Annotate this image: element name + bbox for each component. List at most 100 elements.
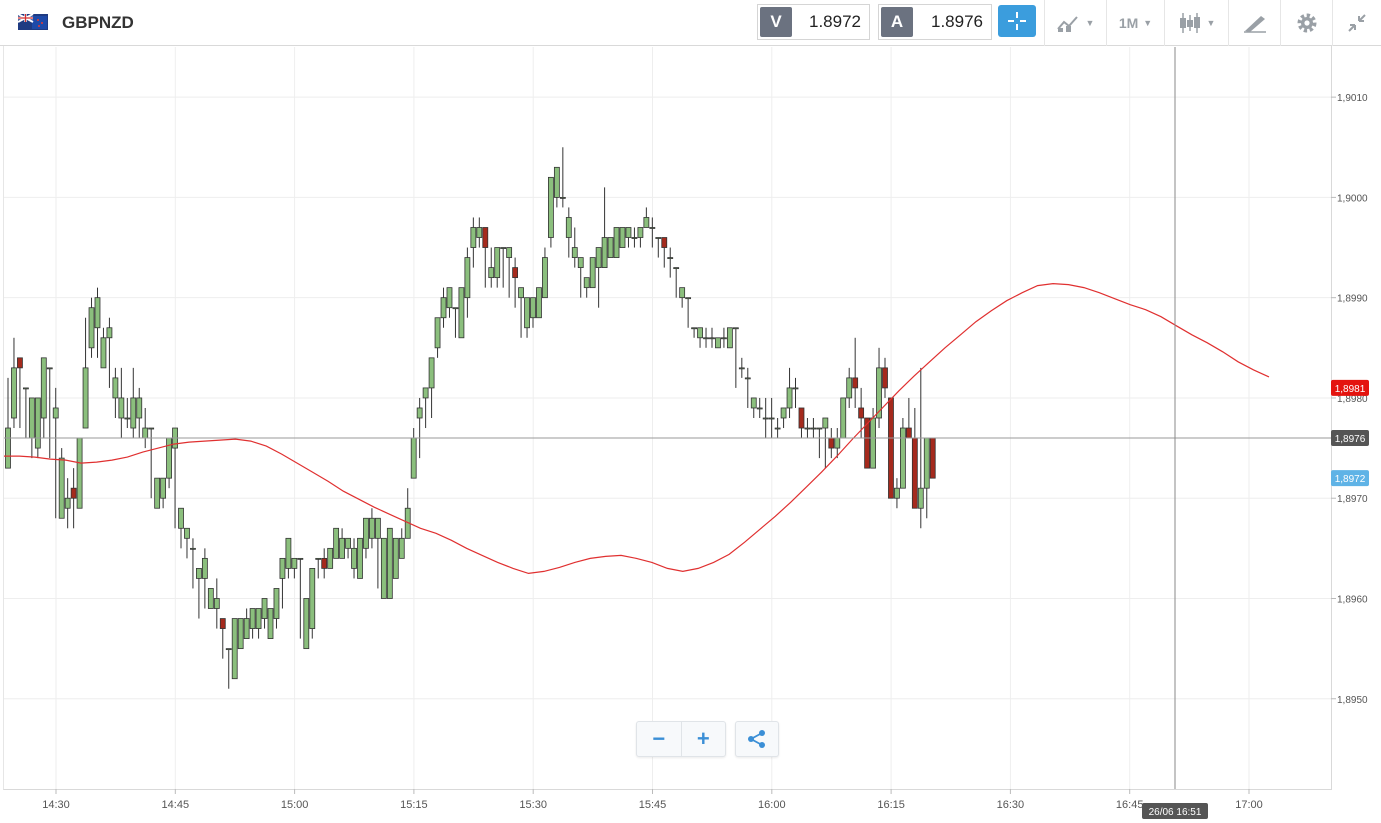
timeframe-button[interactable]: 1M ▼ — [1106, 0, 1164, 46]
candle-up — [595, 247, 602, 268]
candle-up — [327, 547, 334, 569]
candle-down — [798, 407, 805, 429]
moving-average-line — [4, 282, 1270, 575]
candle-up — [291, 557, 298, 569]
candle-down — [661, 237, 668, 248]
candle-up — [721, 337, 727, 340]
candle-up — [583, 277, 590, 289]
candle-up — [166, 437, 172, 479]
candle-up — [589, 257, 596, 289]
candle-up — [249, 608, 256, 629]
candle-up — [637, 227, 644, 238]
candle-up — [273, 588, 280, 619]
candle-up — [804, 427, 811, 430]
candle-up — [357, 537, 363, 579]
bid-price-tag — [1331, 470, 1369, 487]
candle-up — [691, 327, 697, 330]
candle-up — [744, 377, 751, 380]
sell-quote[interactable]: V 1.8972 — [757, 4, 870, 40]
candle-down — [905, 427, 912, 439]
chevron-down-icon: ▼ — [1085, 18, 1095, 28]
candle-up — [231, 618, 238, 680]
candle-up — [380, 537, 387, 599]
candle-up — [643, 217, 650, 228]
chevron-down-icon: ▼ — [1143, 18, 1153, 28]
candle-up — [631, 237, 638, 239]
candle-up — [709, 337, 715, 340]
candle-up — [762, 417, 769, 420]
candle-up — [76, 437, 83, 509]
candle-up — [792, 387, 799, 390]
candle-up — [494, 247, 501, 279]
candle-down — [929, 437, 936, 479]
candle-up — [756, 407, 763, 410]
x-tick-label: 14:30 — [42, 799, 70, 811]
candle-up — [309, 568, 316, 629]
collapse-button[interactable] — [1332, 0, 1381, 46]
candle-up — [112, 377, 119, 399]
candle-up — [548, 176, 554, 238]
candle-up — [184, 527, 190, 539]
candle-up — [34, 397, 41, 449]
zoom-out-button[interactable]: − — [652, 726, 666, 751]
buy-price: 1.8976 — [931, 12, 983, 31]
candle-up — [703, 337, 709, 340]
candle-up — [52, 407, 59, 419]
candle-down — [911, 437, 918, 509]
candle-up — [100, 337, 107, 369]
candle-up — [279, 557, 286, 579]
candle-up — [876, 367, 882, 419]
y-tick-label: 1,8950 — [1337, 695, 1368, 706]
candle-up — [870, 417, 876, 469]
zoom-in-button[interactable]: + — [680, 722, 726, 756]
y-tick-label: 1,9010 — [1337, 93, 1368, 104]
candle-up — [345, 537, 351, 549]
candle-up — [351, 547, 357, 569]
candle-up — [619, 227, 626, 248]
chart-area[interactable] — [3, 46, 1332, 790]
candle-up — [213, 598, 220, 609]
candle-down — [321, 557, 328, 569]
gear-icon — [1297, 13, 1316, 33]
candle-up — [530, 297, 536, 319]
x-tick-label: 15:15 — [400, 799, 428, 811]
candle-up — [553, 166, 560, 198]
crosshair-button[interactable] — [998, 5, 1036, 37]
candle-down — [17, 357, 23, 369]
candle-up — [339, 537, 345, 559]
candle-up — [392, 537, 399, 579]
candle-up — [285, 537, 292, 569]
candle-up — [649, 227, 656, 229]
candle-up — [64, 497, 71, 509]
candle-up — [900, 427, 906, 489]
candle-up — [768, 417, 775, 420]
candlestick-button[interactable]: ▼ — [1164, 0, 1228, 46]
candle-up — [440, 297, 447, 319]
candle-up — [118, 397, 125, 419]
candle-up — [124, 417, 131, 420]
ask-price-tag — [1331, 430, 1369, 447]
x-tick-label: 16:15 — [877, 799, 905, 811]
ma-price-tag — [1331, 379, 1369, 396]
candle-up — [154, 477, 161, 509]
candle-down — [864, 417, 871, 469]
candle-up — [488, 267, 495, 279]
ma-price-tag-label: 1,8981 — [1335, 384, 1366, 395]
candle-up — [94, 297, 101, 329]
share-button[interactable] — [735, 721, 779, 757]
x-tick-label: 14:45 — [162, 799, 190, 811]
crosshair-date-label: 26/06 16:51 — [1149, 807, 1202, 818]
candle-up — [130, 397, 137, 429]
candle-up — [190, 547, 196, 550]
line-chart-icon — [1056, 16, 1078, 32]
candle-up — [136, 397, 143, 419]
settings-button[interactable] — [1280, 0, 1332, 46]
candle-down — [482, 227, 489, 248]
candle-up — [667, 257, 674, 259]
candle-up — [333, 527, 340, 559]
draw-tools-button[interactable] — [1228, 0, 1280, 46]
candle-up — [452, 307, 459, 310]
chart-type-line-button[interactable]: ▼ — [1044, 0, 1106, 46]
buy-quote[interactable]: A 1.8976 — [878, 4, 992, 40]
